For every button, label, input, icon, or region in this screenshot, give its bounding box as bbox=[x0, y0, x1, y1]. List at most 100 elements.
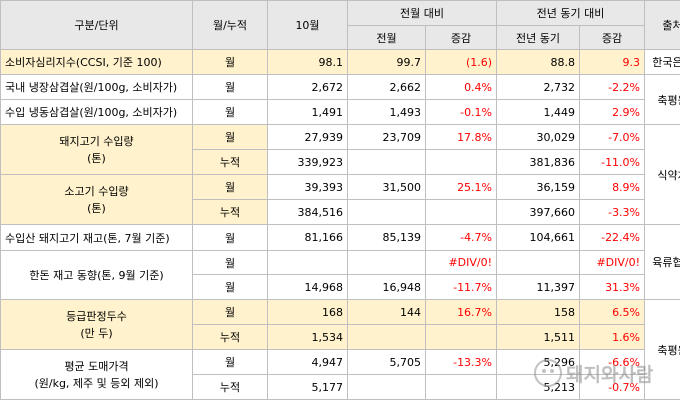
row-category: 소고기 수입량 (톤) bbox=[0, 174, 193, 225]
header-month: 10월 bbox=[267, 0, 348, 50]
cell-month: 39,393 bbox=[267, 174, 348, 200]
cell-prev-month bbox=[347, 250, 426, 275]
row-category: 한돈 재고 동향(톤, 9월 기준) bbox=[0, 250, 193, 300]
cell-month: 339,923 bbox=[267, 149, 348, 175]
cell-prev-month: 144 bbox=[347, 299, 426, 325]
row-category-unit: (톤) bbox=[87, 201, 106, 215]
cell-yoy-change: -22.4% bbox=[579, 224, 646, 251]
cell-mom-change: 16.7% bbox=[424, 299, 498, 325]
cell-prev-year: 1,511 bbox=[496, 324, 581, 350]
cell-yoy-change: -11.0% bbox=[579, 149, 646, 175]
row-period: 누적 bbox=[192, 149, 268, 175]
cell-mom-change: -13.3% bbox=[424, 349, 498, 375]
cell-prev-month: 23,709 bbox=[347, 124, 426, 150]
cell-mom-change bbox=[424, 199, 498, 225]
cell-prev-year: 11,397 bbox=[496, 274, 581, 300]
cell-mom-change bbox=[424, 374, 498, 400]
cell-prev-year: 88.8 bbox=[496, 49, 581, 75]
cell-month: 1,534 bbox=[267, 324, 348, 350]
row-category-title: 돼지고기 수입량 bbox=[59, 134, 134, 148]
row-category-unit: (톤) bbox=[87, 151, 106, 165]
source-cell: 육류협회 bbox=[644, 224, 680, 300]
cell-yoy-change: 1.6% bbox=[579, 324, 646, 350]
row-period: 월 bbox=[192, 250, 268, 275]
cell-prev-month: 31,500 bbox=[347, 174, 426, 200]
row-category-unit: (원/kg, 제주 및 등외 제외) bbox=[34, 376, 159, 390]
row-period: 월 bbox=[192, 124, 268, 150]
source-cell: 축평원 bbox=[644, 299, 680, 400]
header-prev-year: 전년 동기 bbox=[496, 25, 581, 50]
row-category: 돼지고기 수입량 (톤) bbox=[0, 124, 193, 175]
header-prev-month: 전월 bbox=[347, 25, 426, 50]
cell-yoy-change: 2.9% bbox=[579, 99, 646, 125]
cell-mom-change: 0.4% bbox=[424, 74, 498, 100]
row-category-unit: (만 두) bbox=[80, 326, 113, 340]
cell-mom-change: (1.6) bbox=[424, 49, 498, 75]
cell-yoy-change: -3.3% bbox=[579, 199, 646, 225]
row-category: 수입산 돼지고기 재고(톤, 7월 기준) bbox=[0, 224, 193, 251]
cell-prev-month bbox=[347, 149, 426, 175]
row-period: 월 bbox=[192, 274, 268, 300]
source-cell: 식약처 bbox=[644, 124, 680, 225]
row-category: 수입 냉동삼겹살(원/100g, 소비자가) bbox=[0, 99, 193, 125]
cell-prev-month bbox=[347, 374, 426, 400]
cell-prev-month bbox=[347, 324, 426, 350]
cell-mom-change: 17.8% bbox=[424, 124, 498, 150]
row-period: 월 bbox=[192, 349, 268, 375]
cell-month: 5,177 bbox=[267, 374, 348, 400]
row-period: 월 bbox=[192, 299, 268, 325]
row-category: 국내 냉장삼겹살(원/100g, 소비자가) bbox=[0, 74, 193, 100]
cell-prev-year: 5,296 bbox=[496, 349, 581, 375]
row-period: 누적 bbox=[192, 324, 268, 350]
cell-prev-year: 381,836 bbox=[496, 149, 581, 175]
row-period: 월 bbox=[192, 99, 268, 125]
cell-month: 2,672 bbox=[267, 74, 348, 100]
cell-month: 384,516 bbox=[267, 199, 348, 225]
cell-prev-year: 5,213 bbox=[496, 374, 581, 400]
row-period: 누적 bbox=[192, 374, 268, 400]
cell-prev-month bbox=[347, 199, 426, 225]
cell-month: 1,491 bbox=[267, 99, 348, 125]
cell-prev-year: 1,449 bbox=[496, 99, 581, 125]
cell-yoy-change: -0.7% bbox=[579, 374, 646, 400]
cell-yoy-change: 9.3 bbox=[579, 49, 646, 75]
header-category: 구분/단위 bbox=[0, 0, 193, 50]
cell-yoy-change: #DIV/0! bbox=[579, 250, 646, 275]
cell-prev-month: 85,139 bbox=[347, 224, 426, 251]
cell-mom-change: -11.7% bbox=[424, 274, 498, 300]
cell-mom-change: #DIV/0! bbox=[424, 250, 498, 275]
cell-yoy-change: -7.0% bbox=[579, 124, 646, 150]
row-period: 월 bbox=[192, 174, 268, 200]
cell-mom-change bbox=[424, 149, 498, 175]
cell-yoy-change: 31.3% bbox=[579, 274, 646, 300]
cell-mom-change bbox=[424, 324, 498, 350]
cell-prev-year: 36,159 bbox=[496, 174, 581, 200]
cell-month: 27,939 bbox=[267, 124, 348, 150]
row-category-title: 등급판정두수 bbox=[66, 309, 127, 323]
cell-mom-change: -0.1% bbox=[424, 99, 498, 125]
cell-prev-year: 397,660 bbox=[496, 199, 581, 225]
cell-month: 168 bbox=[267, 299, 348, 325]
cell-month: 98.1 bbox=[267, 49, 348, 75]
cell-yoy-change: -2.2% bbox=[579, 74, 646, 100]
cell-prev-month: 5,705 bbox=[347, 349, 426, 375]
source-cell: 축평원 bbox=[644, 74, 680, 125]
cell-prev-year: 2,732 bbox=[496, 74, 581, 100]
row-category-title: 소고기 수입량 bbox=[64, 184, 129, 198]
header-mom-group: 전월 대비 bbox=[346, 0, 498, 26]
cell-prev-month: 2,662 bbox=[347, 74, 426, 100]
row-category-title: 평균 도매가격 bbox=[64, 359, 129, 373]
row-category: 평균 도매가격 (원/kg, 제주 및 등외 제외) bbox=[0, 349, 193, 400]
cell-prev-month: 16,948 bbox=[347, 274, 426, 300]
cell-prev-month: 99.7 bbox=[347, 49, 426, 75]
cell-yoy-change: -6.6% bbox=[579, 349, 646, 375]
cell-month: 81,166 bbox=[267, 224, 348, 251]
cell-prev-month: 1,493 bbox=[347, 99, 426, 125]
cell-prev-year: 30,029 bbox=[496, 124, 581, 150]
source-cell: 한국은행 bbox=[644, 49, 680, 75]
header-period: 월/누적 bbox=[192, 0, 268, 50]
cell-month: 14,968 bbox=[267, 274, 348, 300]
cell-mom-change: -4.7% bbox=[424, 224, 498, 251]
